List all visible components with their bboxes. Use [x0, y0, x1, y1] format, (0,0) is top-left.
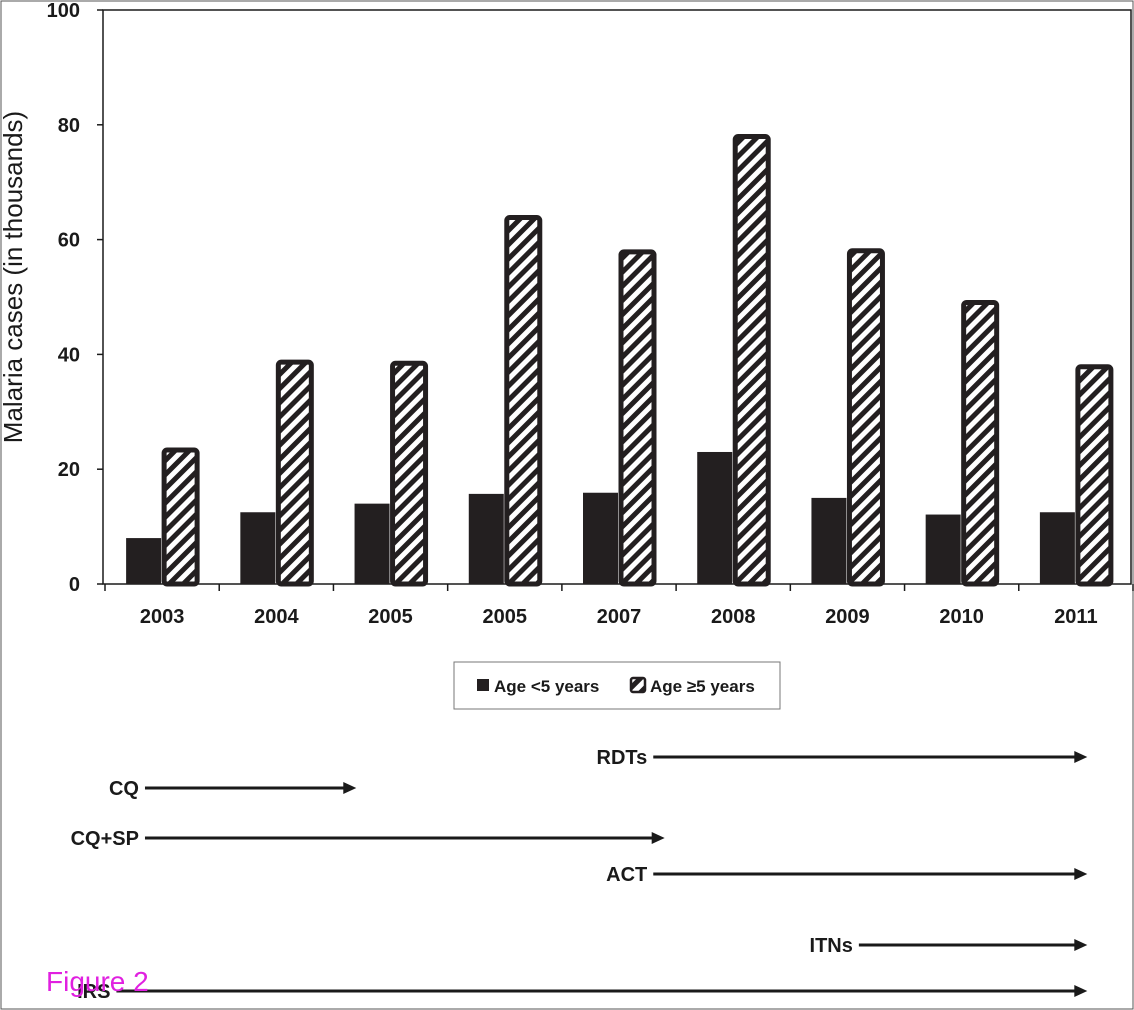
timeline-label: CQ [109, 778, 139, 800]
bar-age-under-5 [240, 512, 276, 584]
y-tick-label: 60 [58, 230, 80, 252]
x-tick-label: 2007 [597, 606, 642, 628]
bars [126, 134, 1114, 587]
legend-box [453, 661, 781, 710]
x-tick-label: 2011 [1054, 606, 1097, 628]
bar-age-5-plus [504, 214, 543, 587]
intervention-timeline: RDTs CQ CQ+SP ACT ITNs IRS [71, 747, 1088, 1003]
x-tick-label: 2009 [825, 606, 870, 628]
x-tick-label: 2005 [483, 606, 528, 628]
timeline-label: CQ+SP [71, 828, 139, 850]
timeline-label: ACT [606, 864, 647, 886]
figure-label: Figure 2 [46, 966, 149, 997]
legend-swatch-age-5-plus [629, 676, 647, 694]
x-tick-label: 2005 [368, 606, 413, 628]
y-tick-label: 80 [58, 115, 80, 137]
y-axis: 0 20 40 60 80 100 [47, 0, 103, 596]
bar-age-5-plus [846, 248, 885, 587]
bar-age-under-5 [354, 503, 390, 584]
bar-age-under-5 [811, 497, 847, 584]
y-tick-label: 20 [58, 459, 80, 481]
x-tick-label: 2008 [711, 606, 756, 628]
timeline-arrow-head [651, 832, 665, 844]
bar-age-under-5 [583, 492, 618, 584]
timeline-arrow-head [1074, 985, 1088, 997]
y-tick-label: 40 [58, 344, 80, 366]
timeline-arrow-head [1074, 939, 1088, 951]
timeline-arrow-head [1074, 751, 1088, 763]
legend-swatch-age-under-5 [477, 679, 489, 691]
y-tick-label: 100 [47, 0, 80, 22]
y-tick-label: 0 [69, 574, 80, 596]
bar-age-5-plus [390, 360, 429, 587]
bar-age-5-plus [961, 299, 1000, 587]
y-axis-label: Malaria cases (in thousands) [0, 111, 28, 443]
legend-label-age-5-plus: Age ≥5 years [650, 677, 755, 696]
bar-age-5-plus [161, 447, 200, 587]
bar-age-under-5 [126, 538, 162, 584]
bar-age-under-5 [925, 514, 961, 584]
timeline-label: IRS [77, 981, 110, 1003]
timeline-arrow-head [343, 782, 357, 794]
bar-age-under-5 [697, 451, 733, 584]
bar-age-5-plus [618, 249, 657, 587]
x-tick-label: 2010 [939, 606, 984, 628]
timeline-arrow-head [1074, 868, 1088, 880]
timeline-label: RDTs [597, 747, 648, 769]
timeline-label: ITNs [810, 935, 853, 957]
x-axis: 2003 2004 2005 2005 2007 2008 2009 2010 2011 [104, 584, 1134, 628]
bar-age-under-5 [468, 493, 504, 584]
x-tick-label: 2003 [140, 606, 185, 628]
x-tick-label: 2004 [254, 606, 299, 628]
legend-label-age-under-5: Age <5 years [494, 677, 599, 696]
bar-age-5-plus [732, 134, 771, 587]
legend: Age <5 years Age ≥5 years [453, 661, 781, 710]
bar-age-under-5 [1039, 512, 1075, 584]
bar-age-5-plus [275, 359, 314, 587]
bar-age-5-plus [1075, 364, 1114, 587]
